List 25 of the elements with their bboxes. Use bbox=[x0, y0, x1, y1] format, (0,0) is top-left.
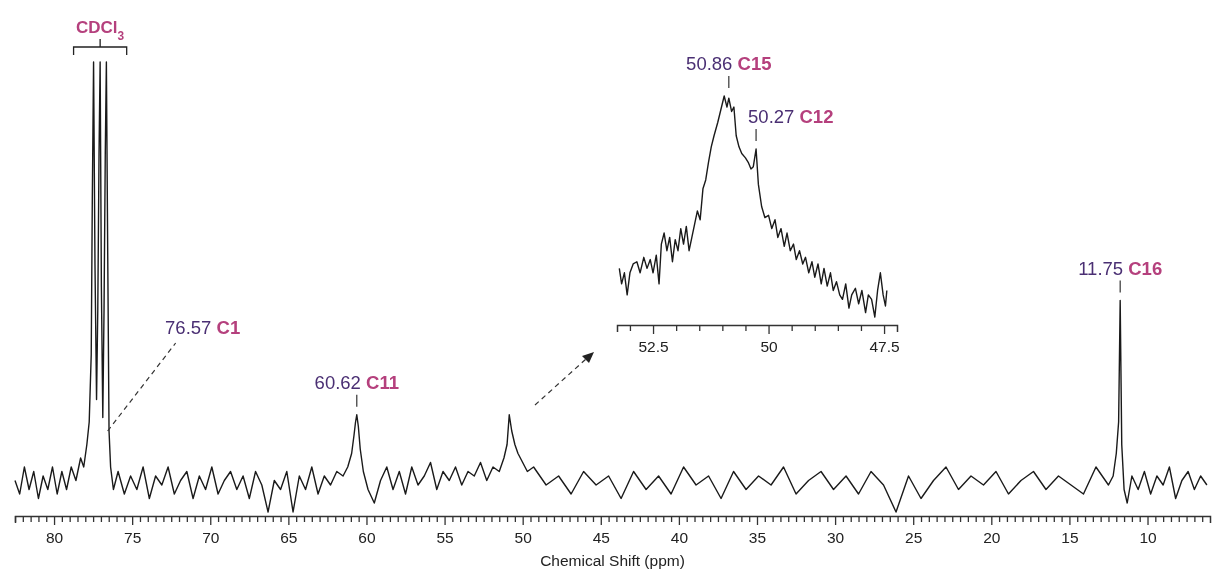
x-tick-label: 10 bbox=[1139, 529, 1158, 547]
x-tick-label: 15 bbox=[1061, 529, 1079, 547]
x-tick-label: 40 bbox=[670, 529, 689, 547]
annotation: 50.27 C12 bbox=[748, 106, 834, 128]
x-tick-label: 45 bbox=[592, 529, 610, 547]
x-tick-label: 30 bbox=[826, 529, 845, 547]
x-tick-label: 50 bbox=[760, 338, 779, 356]
x-tick-label: 75 bbox=[124, 529, 142, 547]
x-tick-label: 50 bbox=[514, 529, 533, 547]
x-axis-title: Chemical Shift (ppm) bbox=[540, 552, 685, 569]
x-tick-label: 20 bbox=[983, 529, 1001, 547]
x-tick-label: 70 bbox=[202, 529, 220, 547]
x-tick-label: 60 bbox=[358, 529, 376, 547]
annotation: 76.57 C1 bbox=[165, 317, 241, 338]
annotation: 60.62 C11 bbox=[314, 371, 399, 393]
annotation: 11.75 C16 bbox=[1078, 257, 1163, 279]
x-tick-label: 80 bbox=[45, 529, 64, 547]
x-tick-label: 65 bbox=[280, 529, 298, 547]
x-tick-label: 52.5 bbox=[638, 338, 669, 356]
annotation: 50.86 C15 bbox=[686, 53, 772, 74]
x-tick-label: 25 bbox=[905, 529, 923, 547]
x-tick-label: 35 bbox=[748, 529, 767, 547]
x-tick-label: 47.5 bbox=[869, 338, 900, 356]
x-tick-label: 55 bbox=[436, 529, 454, 547]
annotation: CDCl$_{3}$ bbox=[76, 18, 125, 43]
